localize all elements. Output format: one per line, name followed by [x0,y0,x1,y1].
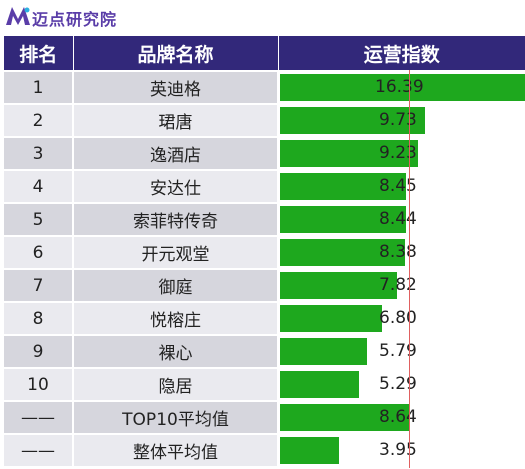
ranking-table: 排名 品牌名称 运营指数 1 英迪格 16.39 2 珺唐 9.73 3 逸酒店 9.23 4 安达… [4,36,525,466]
brand-cell: 裸心 [73,334,279,368]
index-value-label: 6.80 [379,308,417,328]
table-row: 4 安达仕 8.45 [4,169,525,203]
index-value-label: 5.79 [379,341,417,361]
brand-cell: TOP10平均值 [73,400,279,434]
logo: 迈点研究院 [4,2,144,30]
index-value-label: 8.44 [379,209,417,229]
brand-cell: 整体平均值 [73,433,279,466]
table-row: 2 珺唐 9.73 [4,103,525,137]
index-value-label: 16.39 [375,77,424,97]
column-header-rank: 排名 [4,36,74,71]
rank-cell: 7 [4,268,74,302]
brand-cell: 逸酒店 [73,136,279,170]
reference-line [409,70,410,468]
rank-cell: —— [4,433,74,466]
rank-cell: 2 [4,103,74,137]
table-row: 1 英迪格 16.39 [4,70,525,104]
index-bar [280,74,525,101]
brand-cell: 索菲特传奇 [73,202,279,236]
index-value-label: 9.23 [379,143,417,163]
index-cell: 8.64 [278,400,525,434]
index-bar [280,140,418,167]
index-cell: 8.38 [278,235,525,269]
index-bar [280,338,367,365]
rank-cell: —— [4,400,74,434]
index-cell: 5.29 [278,367,525,401]
index-bar [280,239,405,266]
rank-cell: 3 [4,136,74,170]
table-row: 5 索菲特传奇 8.44 [4,202,525,236]
table-row: —— 整体平均值 3.95 [4,433,525,466]
index-cell: 8.45 [278,169,525,203]
brand-cell: 珺唐 [73,103,279,137]
brand-cell: 悦榕庄 [73,301,279,335]
index-value-label: 8.45 [379,176,417,196]
rank-cell: 8 [4,301,74,335]
table-row: 3 逸酒店 9.23 [4,136,525,170]
brand-cell: 安达仕 [73,169,279,203]
logo-text: 迈点研究院 [32,10,118,29]
rank-cell: 10 [4,367,74,401]
index-cell: 9.23 [278,136,525,170]
brand-cell: 开元观堂 [73,235,279,269]
index-bar [280,437,339,464]
index-bar [280,206,406,233]
index-cell: 5.79 [278,334,525,368]
index-cell: 8.44 [278,202,525,236]
index-cell: 3.95 [278,433,525,466]
rank-cell: 9 [4,334,74,368]
table-row: 8 悦榕庄 6.80 [4,301,525,335]
index-bar [280,272,397,299]
index-value-label: 9.73 [379,110,417,130]
index-value-label: 3.95 [379,440,417,460]
index-bar [280,305,382,332]
index-value-label: 7.82 [379,275,417,295]
index-cell: 6.80 [278,301,525,335]
index-value-label: 5.29 [379,374,417,394]
index-bar [280,404,409,431]
rank-cell: 1 [4,70,74,104]
table-row: 10 隐居 5.29 [4,367,525,401]
brand-cell: 隐居 [73,367,279,401]
rank-cell: 4 [4,169,74,203]
md-logo-icon [6,7,30,25]
rank-cell: 6 [4,235,74,269]
table-row: 6 开元观堂 8.38 [4,235,525,269]
index-value-label: 8.64 [379,407,417,427]
index-cell: 9.73 [278,103,525,137]
table-row: —— TOP10平均值 8.64 [4,400,525,434]
rank-cell: 5 [4,202,74,236]
table-header-row: 排名 品牌名称 运营指数 [4,36,525,71]
index-bar [280,371,359,398]
index-value-label: 8.38 [379,242,417,262]
brand-cell: 英迪格 [73,70,279,104]
index-cell: 7.82 [278,268,525,302]
index-cell: 16.39 [278,70,525,104]
table-body: 1 英迪格 16.39 2 珺唐 9.73 3 逸酒店 9.23 4 安达仕 8.45 5 索菲特传奇 8.… [4,70,525,466]
column-header-brand: 品牌名称 [73,36,279,71]
index-bar [280,173,406,200]
table-row: 9 裸心 5.79 [4,334,525,368]
table-row: 7 御庭 7.82 [4,268,525,302]
column-header-index: 运营指数 [278,36,525,71]
index-bar [280,107,425,134]
brand-cell: 御庭 [73,268,279,302]
